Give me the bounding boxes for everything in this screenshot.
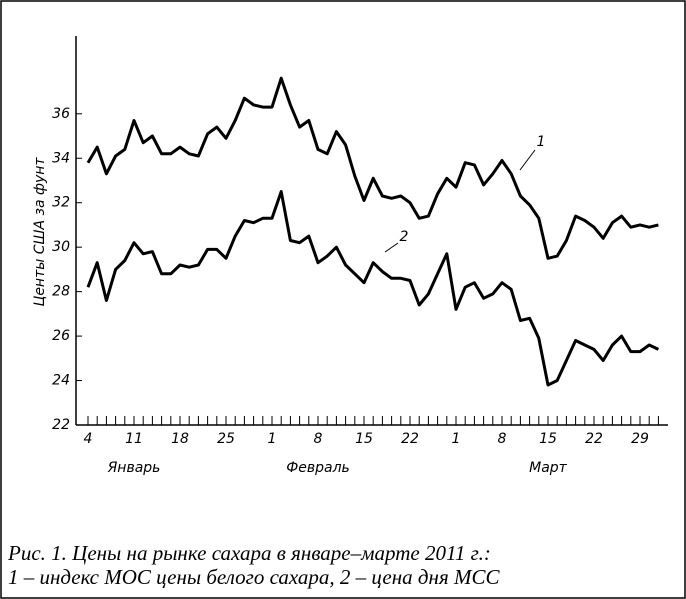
y-tick-label: 22 bbox=[52, 417, 70, 433]
month-label: Февраль bbox=[286, 460, 350, 476]
x-tick-label: 8 bbox=[314, 431, 323, 447]
y-tick-label: 36 bbox=[52, 106, 70, 122]
x-tick-label: 15 bbox=[539, 431, 557, 447]
x-tick-label: 15 bbox=[355, 431, 373, 447]
series-label: 2 bbox=[400, 229, 409, 245]
x-tick-label: 29 bbox=[631, 431, 649, 447]
y-axis-label: Центы США за фунт bbox=[32, 157, 48, 307]
x-tick-label: 11 bbox=[125, 431, 143, 447]
x-tick-label: 18 bbox=[171, 431, 189, 447]
leader bbox=[519, 149, 536, 171]
x-tick-label: 1 bbox=[268, 431, 277, 447]
y-tick-label: 26 bbox=[52, 328, 70, 344]
x-tick-label: 22 bbox=[401, 431, 419, 447]
leader bbox=[384, 242, 399, 253]
caption: Рис. 1. Цены на рынке сахара в январе–ма… bbox=[7, 541, 491, 565]
x-tick-label: 1 bbox=[452, 431, 461, 447]
series-label: 1 bbox=[537, 134, 546, 150]
series-line bbox=[86, 76, 659, 260]
y-tick-label: 28 bbox=[52, 284, 70, 300]
x-tick-label: 8 bbox=[498, 431, 507, 447]
caption: 1 – индекс МОС цены белого сахара, 2 – ц… bbox=[8, 565, 500, 589]
x-tick-label: 22 bbox=[585, 431, 603, 447]
series-line bbox=[86, 190, 660, 387]
y-tick-label: 32 bbox=[52, 195, 70, 211]
month-label: Март bbox=[529, 460, 568, 476]
x-tick-label: 4 bbox=[84, 431, 93, 447]
x-tick-label: 25 bbox=[217, 431, 235, 447]
y-tick-label: 34 bbox=[52, 150, 70, 166]
y-tick-label: 30 bbox=[52, 239, 70, 255]
y-tick-label: 24 bbox=[52, 373, 70, 389]
month-label: Январь bbox=[107, 460, 161, 476]
